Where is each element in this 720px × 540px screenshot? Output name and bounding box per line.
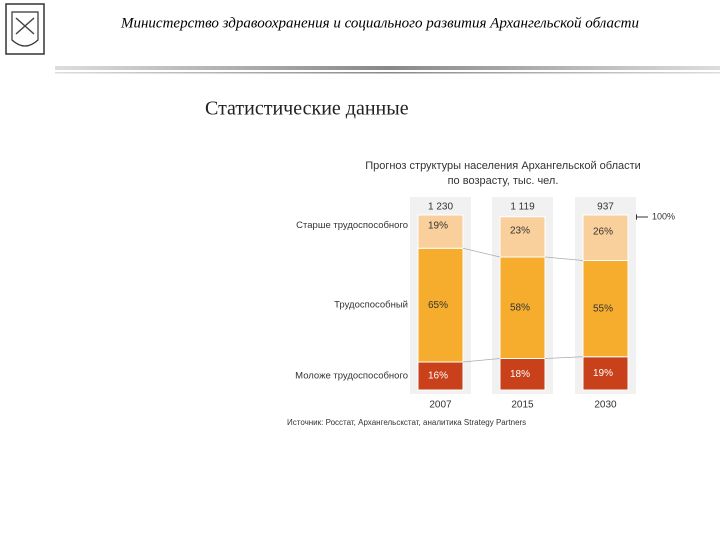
connector: [462, 247, 501, 258]
bar-segment: [582, 260, 629, 358]
x-tick-label: 2030: [594, 400, 617, 411]
bar-segment: [499, 358, 546, 391]
bar-segment: [417, 247, 464, 363]
legend-label: Старше трудоспособного: [296, 220, 408, 231]
connector: [462, 358, 501, 363]
annotation: 100%: [652, 211, 675, 221]
total-label: 1 230: [428, 202, 453, 213]
header-title: Министерство здравоохранения и социально…: [120, 15, 639, 31]
connector: [544, 256, 584, 261]
bar-segment: [417, 214, 464, 249]
source: Источник: Росстат, Архангельскстат, анал…: [287, 418, 526, 427]
value-label: 19%: [593, 368, 613, 379]
value-label: 26%: [593, 226, 613, 237]
header-rule: [55, 72, 720, 74]
value-label: 65%: [428, 300, 448, 311]
x-tick-label: 2007: [429, 400, 452, 411]
value-label: 18%: [510, 369, 530, 380]
value-label: 23%: [510, 226, 530, 237]
value-label: 19%: [428, 220, 448, 231]
value-label: 55%: [593, 303, 613, 314]
bar-segment: [417, 361, 464, 391]
x-tick-label: 2015: [511, 400, 534, 411]
subtitle: Статистические данные: [205, 98, 409, 120]
value-label: 58%: [510, 302, 530, 313]
emblem: [5, 3, 45, 55]
bar-segment: [582, 214, 629, 261]
header-rule: [55, 66, 720, 70]
legend-label: Моложе трудоспособного: [295, 371, 408, 382]
bar-segment: [499, 216, 546, 258]
legend-label: Трудоспособный: [334, 300, 408, 311]
total-label: 937: [597, 202, 614, 213]
total-label: 1 119: [510, 202, 535, 213]
chart-title: Прогноз структуры населения Архангельско…: [365, 160, 641, 187]
value-label: 16%: [428, 371, 448, 382]
connector: [544, 356, 584, 359]
